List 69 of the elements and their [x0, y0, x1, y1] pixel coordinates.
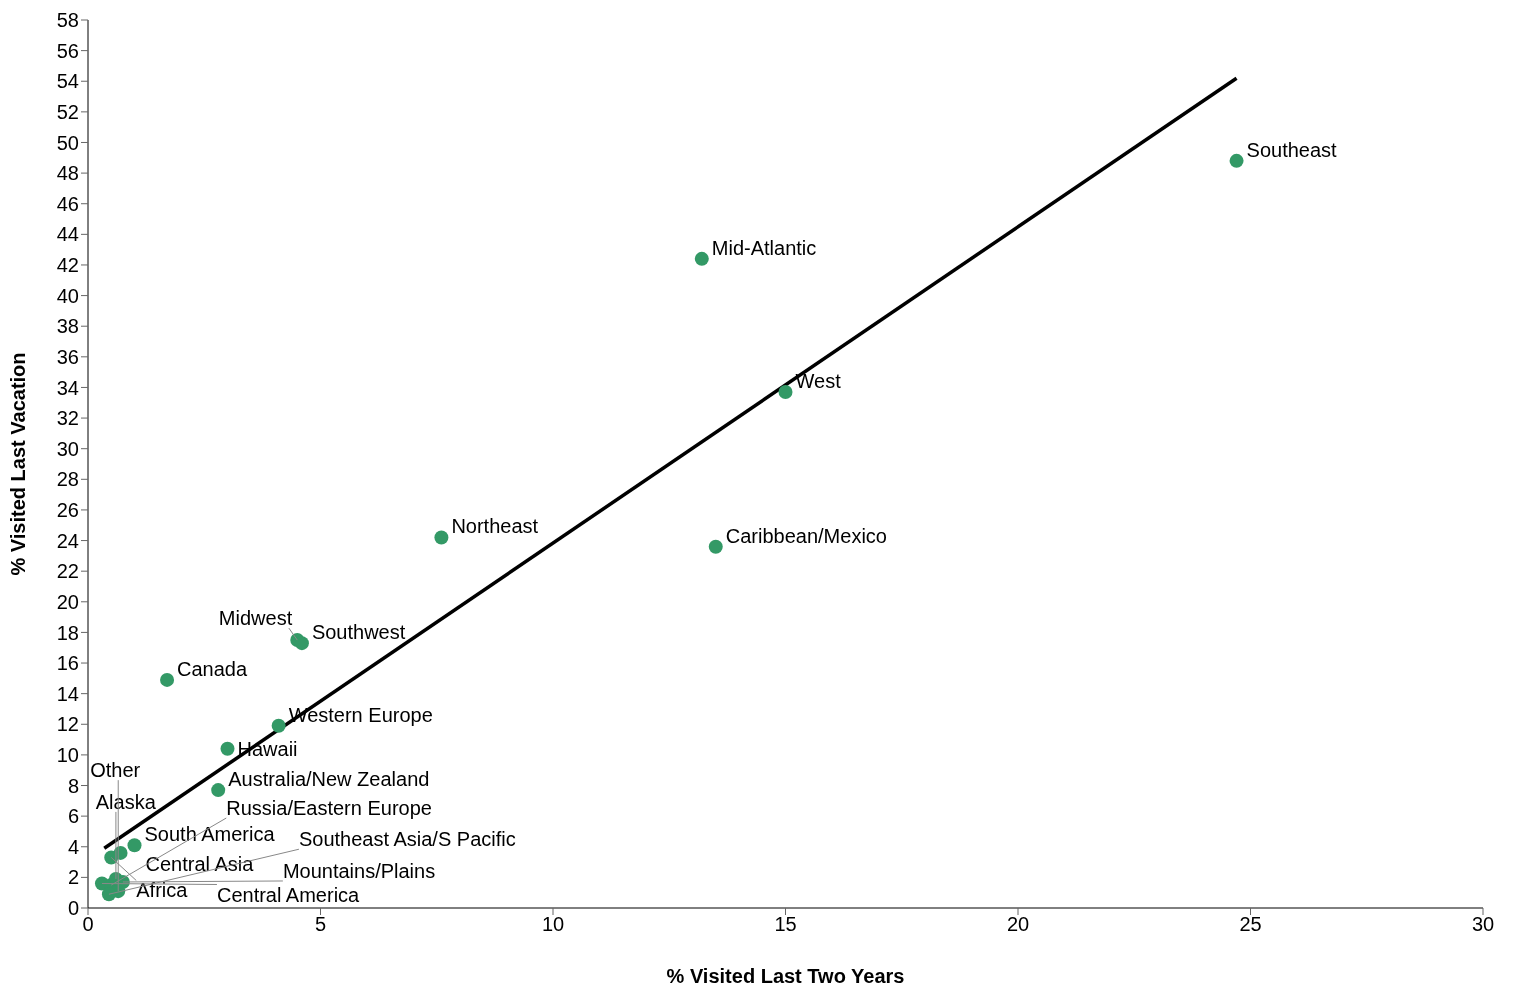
y-tick-label: 46	[56, 192, 79, 215]
data-label: Other	[90, 759, 141, 782]
data-label: Australia/New Zealand	[228, 768, 430, 791]
point	[1229, 153, 1244, 168]
point	[294, 636, 309, 651]
y-tick-label: 58	[56, 9, 79, 32]
point	[160, 672, 175, 687]
point	[211, 783, 226, 798]
y-tick-label: 40	[56, 284, 79, 307]
y-tick-label: 30	[56, 437, 79, 460]
data-label: Canada	[177, 657, 248, 680]
point	[694, 251, 709, 266]
y-tick-label: 34	[56, 376, 79, 399]
data-label: South America	[144, 823, 276, 846]
data-label: Central Asia	[145, 852, 255, 875]
x-tick-label: 10	[541, 913, 565, 936]
data-label: Caribbean/Mexico	[725, 524, 887, 547]
data-label: Africa	[136, 879, 189, 902]
y-tick-label: 42	[56, 254, 79, 277]
y-tick-label: 8	[67, 774, 79, 797]
x-tick-label: 15	[774, 913, 797, 936]
y-tick-label: 50	[56, 131, 79, 154]
data-label: Northeast	[451, 515, 539, 538]
data-label: Alaska	[95, 790, 157, 813]
x-tick-label: 0	[82, 913, 94, 936]
y-tick-label: 6	[67, 805, 79, 828]
y-tick-label: 36	[56, 345, 79, 368]
point	[708, 539, 723, 554]
data-label: Russia/Eastern Europe	[226, 797, 432, 820]
y-tick-label: 12	[56, 713, 79, 736]
point	[101, 887, 116, 902]
x-tick-label: 20	[1006, 913, 1030, 936]
y-tick-label: 28	[56, 468, 79, 491]
point	[127, 838, 142, 853]
y-tick-label: 52	[56, 100, 79, 123]
data-label: Southeast Asia/S Pacific	[298, 828, 516, 851]
y-tick-label: 16	[56, 652, 79, 675]
data-label: Mid-Atlantic	[711, 236, 817, 259]
y-tick-label: 14	[56, 682, 79, 705]
y-tick-label: 32	[56, 407, 79, 430]
x-axis-title: % Visited Last Two Years	[666, 965, 905, 987]
data-label: Midwest	[218, 607, 293, 630]
data-label: Central America	[216, 883, 361, 906]
y-tick-label: 0	[67, 897, 79, 920]
y-tick-label: 56	[56, 39, 79, 62]
y-tick-label: 10	[56, 744, 79, 766]
x-tick-label: 5	[314, 913, 327, 936]
y-tick-label: 20	[56, 590, 79, 613]
point	[220, 741, 235, 756]
y-axis-title: % Visited Last Vacation	[7, 352, 30, 576]
x-tick-label: 25	[1239, 913, 1262, 936]
y-tick-label: 24	[56, 529, 79, 552]
y-tick-label: 54	[56, 70, 79, 93]
y-tick-label: 22	[56, 560, 79, 583]
y-tick-label: 2	[67, 866, 79, 889]
data-label: West	[795, 370, 842, 393]
y-tick-label: 48	[56, 162, 79, 185]
data-label: Mountains/Plains	[282, 859, 436, 882]
x-tick-label: 30	[1471, 913, 1495, 936]
y-tick-label: 44	[56, 223, 79, 246]
point	[778, 385, 793, 400]
y-tick-label: 26	[56, 499, 79, 522]
point	[271, 718, 286, 733]
data-label: Southwest	[311, 621, 406, 644]
y-tick-label: 38	[56, 315, 79, 338]
point	[434, 530, 449, 545]
y-tick-label: 18	[56, 621, 79, 644]
data-label: Southeast	[1246, 138, 1338, 161]
y-tick-label: 4	[67, 835, 79, 858]
